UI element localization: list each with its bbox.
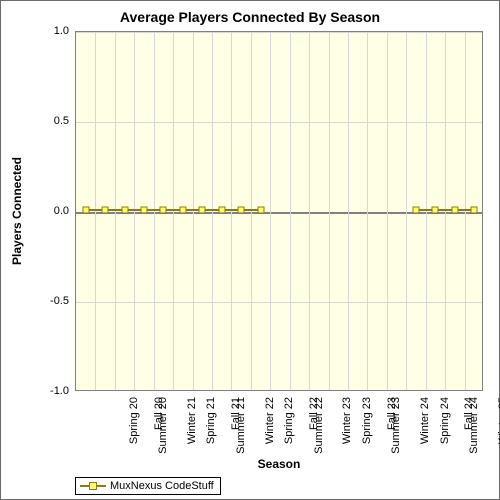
x-tick-label: Fall 21 (230, 397, 242, 430)
gridline-h (76, 122, 482, 123)
x-tick-label: Fall 24 (463, 397, 475, 430)
x-tick-label: Winter 23 (342, 397, 354, 444)
gridline-v (348, 32, 349, 390)
x-tick-label: Spring 21 (206, 397, 218, 444)
series-marker (160, 207, 167, 214)
gridline-h (76, 302, 482, 303)
x-tick-label: Spring 22 (283, 397, 295, 444)
series-marker (451, 207, 458, 214)
legend-label: MuxNexus CodeStuff (110, 480, 214, 492)
x-tick-label: Spring 24 (439, 397, 451, 444)
series-marker (121, 207, 128, 214)
series-marker (238, 207, 245, 214)
gridline-v (309, 32, 310, 390)
x-axis-label: Season (229, 457, 329, 471)
y-tick-label: -1.0 (50, 385, 69, 397)
y-tick-label: -0.5 (50, 295, 69, 307)
x-tick-label: Fall 20 (153, 397, 165, 430)
series-marker (218, 207, 225, 214)
gridline-v (387, 32, 388, 390)
series-marker (102, 207, 109, 214)
x-tick-label: Winter 24 (419, 397, 431, 444)
series-marker (432, 207, 439, 214)
series-marker (257, 207, 264, 214)
x-tick-label: Winter 22 (264, 397, 276, 444)
series-marker (199, 207, 206, 214)
series-marker (179, 207, 186, 214)
chart-container: Average Players Connected By Season -1.0… (0, 0, 500, 500)
legend-swatch (80, 480, 106, 492)
gridline-v (270, 32, 271, 390)
gridline-h (76, 32, 482, 33)
legend-swatch-marker (89, 482, 97, 490)
plot-area (75, 31, 483, 391)
series-line (86, 209, 261, 211)
y-tick-label: 0.5 (54, 115, 69, 127)
gridline-v (367, 32, 368, 390)
series-marker (82, 207, 89, 214)
series-marker (141, 207, 148, 214)
gridline-h (76, 212, 482, 214)
y-tick-label: 0.0 (54, 205, 69, 217)
y-axis-label: Players Connected (10, 157, 24, 265)
y-tick-label: 1.0 (54, 25, 69, 37)
x-tick-label: Spring 23 (361, 397, 373, 444)
series-marker (413, 207, 420, 214)
gridline-v (290, 32, 291, 390)
legend: MuxNexus CodeStuff (75, 477, 221, 495)
x-tick-label: Spring 20 (128, 397, 140, 444)
chart-title: Average Players Connected By Season (1, 1, 499, 25)
x-tick-label: Fall 23 (386, 397, 398, 430)
series-line (416, 209, 474, 211)
gridline-v (329, 32, 330, 390)
x-tick-label: Winter 21 (186, 397, 198, 444)
gridline-v (406, 32, 407, 390)
series-marker (471, 207, 478, 214)
x-tick-label: Fall 22 (308, 397, 320, 430)
